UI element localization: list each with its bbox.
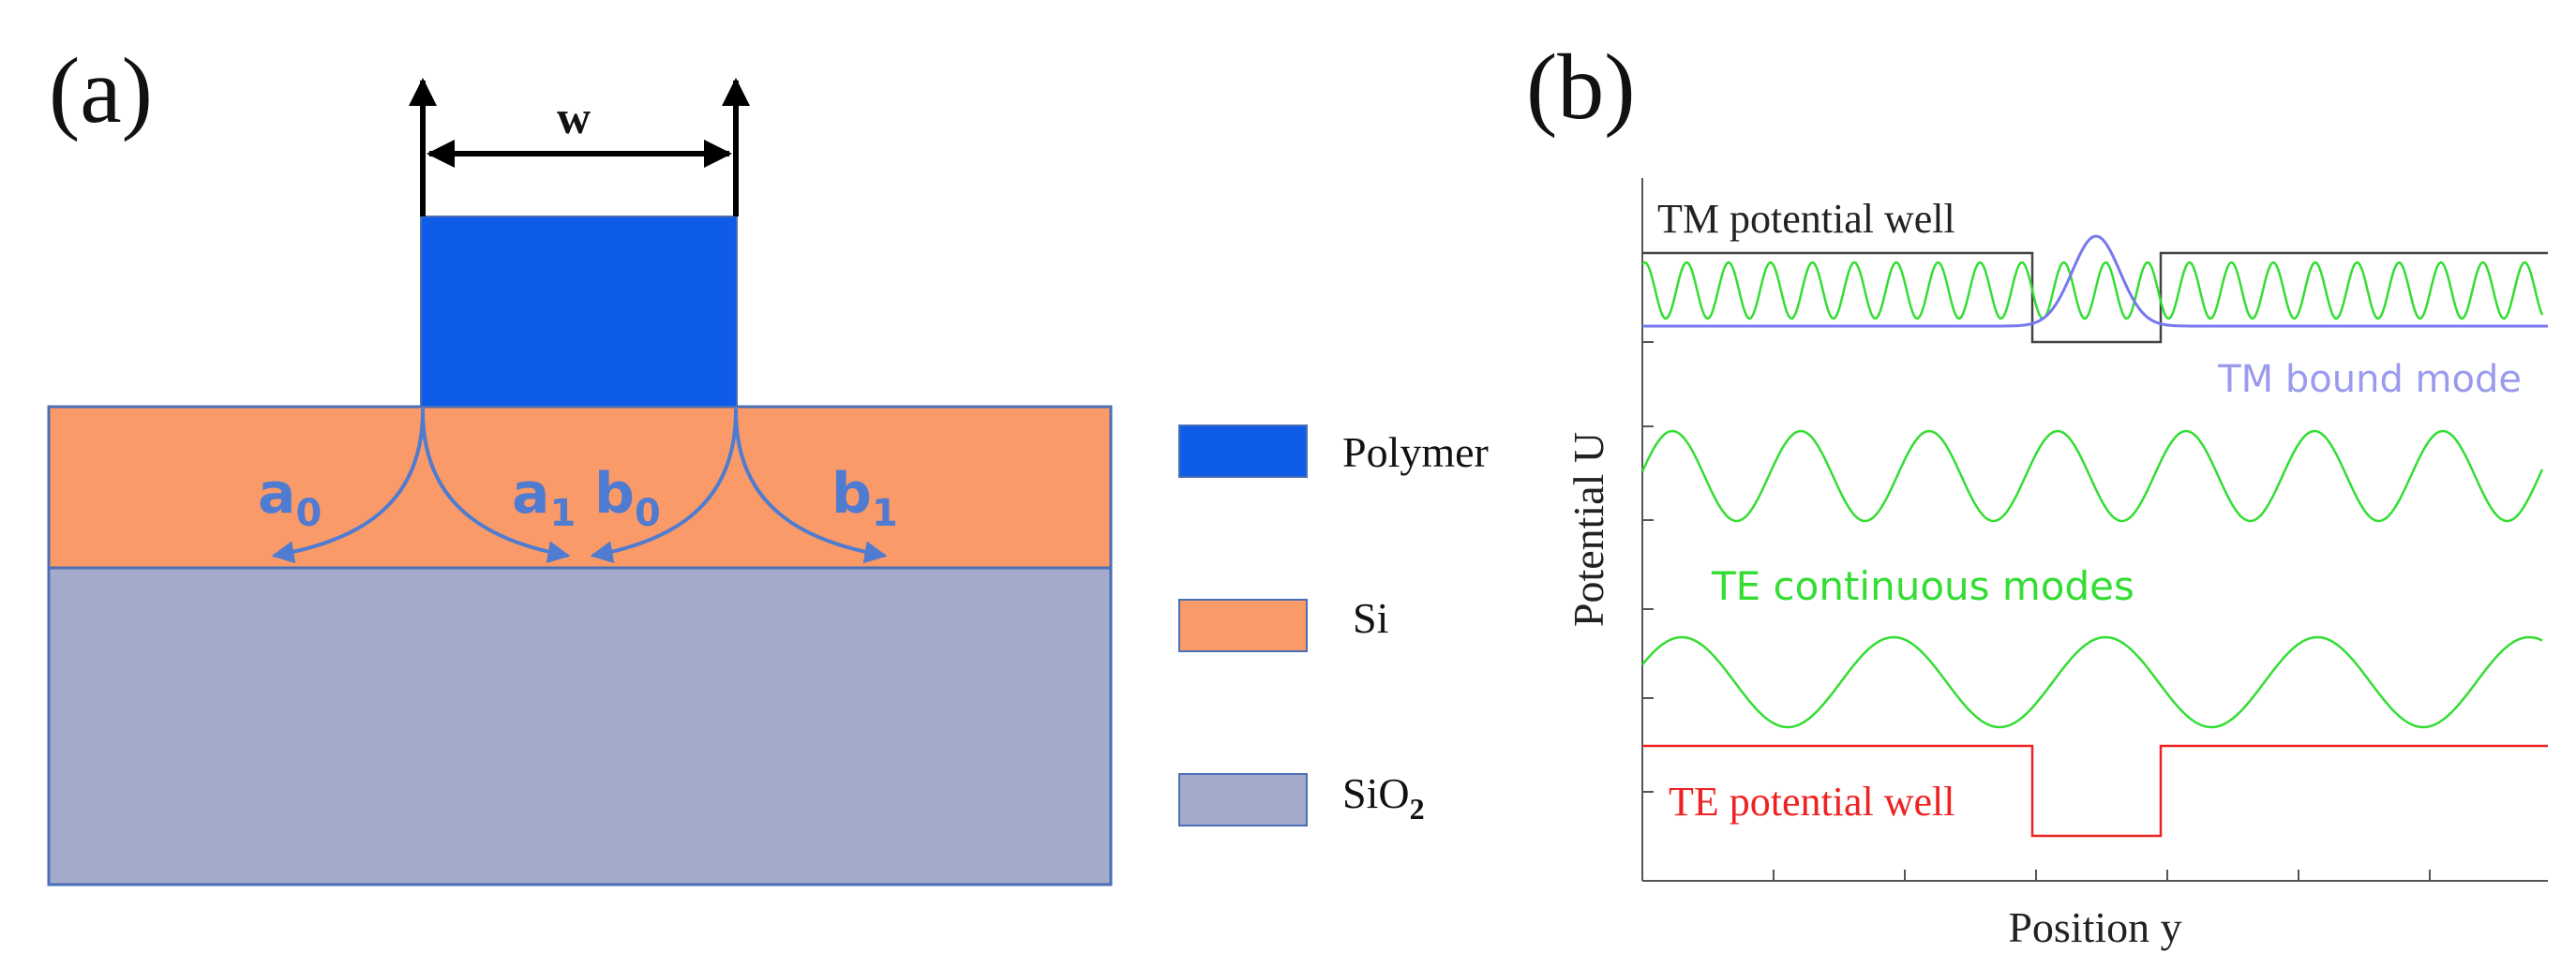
- te-continuous-mode-2: [1641, 635, 2543, 729]
- tm-potential-well: [1642, 251, 2548, 344]
- x-axis-label: Position y: [2008, 903, 2181, 951]
- panel-a: (a) w a0 a1 b0 b1 Polymer Si SiO2: [47, 38, 1489, 886]
- legend-swatch-polymer: [1178, 424, 1308, 478]
- coef-a0: a0: [258, 461, 322, 535]
- legend-swatch-sio2: [1178, 773, 1308, 827]
- sio2-substrate: [47, 566, 1113, 886]
- panel-b-label: (b): [1526, 35, 1636, 139]
- legend-swatch-si: [1178, 599, 1308, 652]
- legend-label-sio2: SiO2: [1342, 769, 1425, 826]
- legend-label-polymer: Polymer: [1342, 428, 1489, 476]
- tm-mode-label: TM bound mode: [2217, 358, 2522, 401]
- panel-b: (b) Potential U Position y TM potential …: [1526, 35, 2548, 951]
- arrow-b0: [590, 408, 739, 564]
- width-label: w: [557, 91, 591, 143]
- polymer-ridge: [420, 216, 738, 408]
- y-axis-label: Potential U: [1565, 432, 1612, 627]
- si-layer: [47, 405, 1113, 570]
- coef-a1: a1: [512, 461, 576, 535]
- te-potential-well: [1642, 744, 2548, 838]
- arrow-a0: [271, 408, 426, 564]
- coef-b0: b0: [594, 461, 661, 535]
- coef-b1: b1: [831, 461, 898, 535]
- te-well-label: TE potential well: [1669, 779, 1954, 825]
- panel-a-label: (a): [49, 38, 153, 142]
- tm-te-wave-top: [1641, 261, 2544, 320]
- tm-bound-mode: [1642, 234, 2548, 328]
- te-continuous-mode-1: [1640, 429, 2544, 523]
- arrow-a1: [420, 408, 571, 564]
- te-modes-label: TE continuous modes: [1711, 563, 2134, 609]
- legend: Polymer Si SiO2: [1178, 424, 1489, 827]
- arrow-b1: [733, 408, 888, 564]
- tm-well-label: TM potential well: [1657, 196, 1955, 242]
- legend-label-si: Si: [1353, 594, 1388, 642]
